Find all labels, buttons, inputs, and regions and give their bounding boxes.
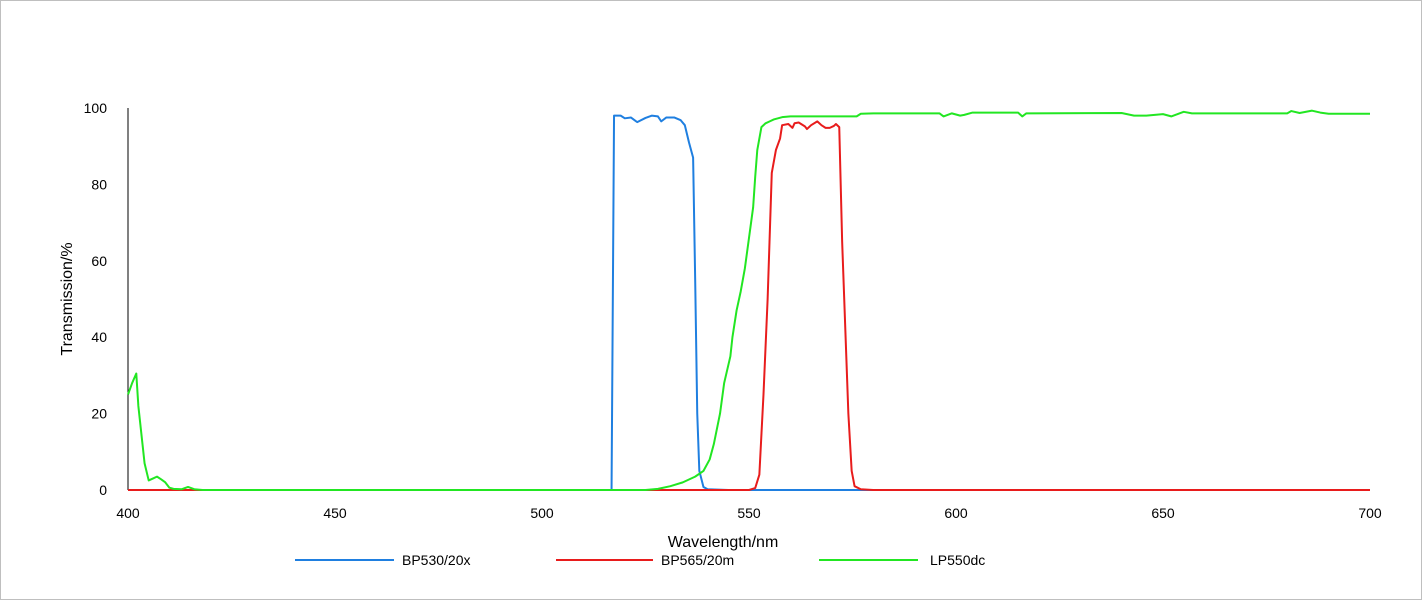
series-lines [127,109,1370,491]
y-tick-label: 0 [99,482,107,498]
y-tick-label: 100 [84,100,108,116]
series-line-3 [127,109,1370,491]
x-tick-label: 550 [737,505,761,521]
y-tick-label: 60 [91,253,107,269]
y-axis-ticks: 0 20 40 60 80 100 [84,100,108,498]
legend: BP530/20x BP565/20m LP550dc [295,552,985,568]
axes [127,108,1370,491]
x-axis-ticks: 400 450 500 550 600 650 700 [116,505,1382,521]
series-line-1 [128,114,1370,491]
legend-label-1: BP530/20x [402,552,471,568]
y-tick-label: 40 [91,329,107,345]
x-axis-title: Wavelength/nm [668,534,779,551]
legend-label-2: BP565/20m [661,552,734,568]
y-tick-label: 80 [91,176,107,192]
y-tick-label: 20 [91,406,107,422]
x-tick-label: 700 [1358,505,1382,521]
x-tick-label: 600 [944,505,968,521]
x-tick-label: 650 [1151,505,1175,521]
legend-label-3: LP550dc [930,552,985,568]
series-line-2 [128,120,1370,491]
x-tick-label: 450 [323,505,347,521]
y-axis-title: Transmission/% [59,242,76,355]
x-tick-label: 400 [116,505,140,521]
x-tick-label: 500 [530,505,554,521]
